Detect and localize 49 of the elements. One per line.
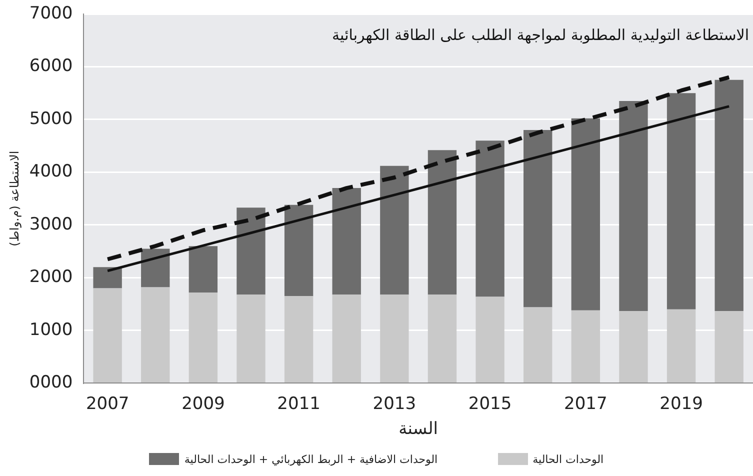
bar: [332, 188, 361, 295]
y-tick-label: 6000: [29, 56, 73, 76]
bar: [141, 248, 170, 288]
legend-label: الوحدات الحالية: [532, 452, 604, 466]
x-tick-label: 2015: [468, 394, 512, 414]
bar: [714, 80, 744, 311]
x-tick-label: 2013: [372, 394, 416, 414]
bar: [428, 150, 457, 295]
bar: [188, 246, 218, 292]
bar: [666, 93, 696, 310]
bar: [619, 310, 648, 382]
y-tick-label: 7000: [29, 3, 73, 24]
x-axis-title: السنة: [398, 419, 438, 440]
x-tick-label: 2009: [182, 394, 225, 414]
bar: [476, 296, 504, 382]
bar: [524, 307, 552, 382]
bar: [380, 166, 409, 295]
y-tick-label: 0000: [29, 372, 73, 393]
bar: [571, 118, 600, 310]
bar: [93, 288, 122, 382]
bar: [714, 310, 744, 382]
y-tick-label: 3000: [29, 214, 73, 234]
bar: [284, 204, 314, 296]
bar: [428, 294, 457, 382]
y-axis-title: الاستطاعة (م.واط): [7, 150, 22, 246]
bar: [619, 101, 648, 311]
bar: [524, 130, 552, 308]
x-tick-label: 2019: [660, 394, 703, 414]
x-tick-label: 2007: [86, 394, 130, 414]
bar: [666, 309, 696, 382]
bar: [332, 294, 361, 382]
y-tick-label: 4000: [29, 162, 73, 182]
legend-label: الوحدات الاضافية + الربط الكهربائي + الوحدات الحالية: [184, 452, 438, 466]
bar: [93, 267, 122, 288]
line-series: [106, 75, 732, 262]
bar: [236, 294, 266, 382]
bar: [571, 310, 600, 382]
bar: [380, 294, 409, 382]
bar: [141, 287, 170, 382]
y-tick-label: 1000: [29, 320, 73, 340]
bar: [188, 292, 218, 382]
text: الاستطاعة التوليدية المطلوبة لمواجهة الطلب على الطاقة الكهربائية: [332, 26, 749, 44]
x-tick-label: 2017: [564, 394, 608, 414]
x-tick-label: 2011: [277, 394, 320, 414]
bar: [236, 208, 266, 295]
y-tick-label: 5000: [29, 108, 73, 129]
y-tick-label: 2000: [29, 267, 73, 288]
bar: [476, 140, 504, 297]
bar: [284, 296, 314, 382]
